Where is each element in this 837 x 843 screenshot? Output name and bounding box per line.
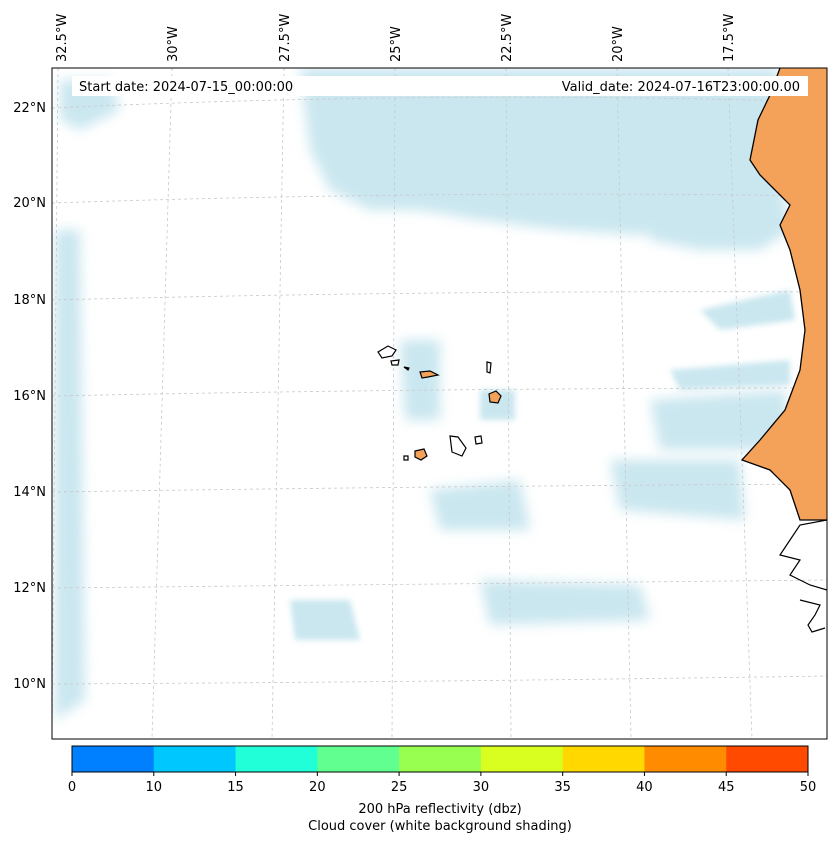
island-sal (486, 361, 492, 374)
longitude-labels: 32.5°W 30°W 27.5°W 25°W 22.5°W 20°W 17.5… (55, 14, 737, 62)
lon-label: 27.5°W (278, 14, 293, 62)
africa-landmass (742, 68, 827, 520)
map-frame (51, 67, 828, 740)
colorbar: 0 10 15 20 25 30 35 40 45 50 200 hPa reflectivity… (68, 745, 816, 834)
colorbar-tick-label: 15 (227, 780, 244, 795)
colorbar-label-line1: 200 hPa reflectivity (dbz) (358, 802, 521, 817)
island-santa-luzia (403, 366, 410, 371)
island-santo-antao (377, 345, 397, 359)
lat-label: 14°N (13, 485, 46, 500)
island-boa-vista (488, 390, 502, 404)
colorbar-segment (480, 746, 564, 772)
senegal-gambia-coast (779, 519, 827, 633)
colorbar-label-line2: Cloud cover (white background shading) (308, 819, 572, 834)
colorbar-tick-label: 30 (473, 780, 490, 795)
colorbar-tick-label: 40 (636, 780, 653, 795)
island-brava (403, 455, 409, 461)
africa-coastline (740, 68, 827, 521)
valid-date-label: Valid_date: 2024-07-16T23:00:00.00 (562, 80, 800, 95)
lon-label: 25°W (389, 26, 404, 62)
start-date-label: Start date: 2024-07-15_00:00:00 (79, 80, 293, 95)
island-maio (474, 435, 483, 445)
lon-label: 22.5°W (500, 14, 515, 62)
colorbar-tick-label: 25 (391, 780, 408, 795)
colorbar-segment (726, 746, 809, 772)
colorbar-segment (317, 746, 400, 772)
lat-label: 22°N (13, 101, 46, 116)
lat-label: 18°N (13, 293, 46, 308)
latitude-labels: 22°N 20°N 18°N 16°N 14°N 12°N 10°N (13, 101, 46, 692)
colorbar-tick-label: 45 (718, 780, 735, 795)
colorbar-tick-label: 50 (800, 780, 817, 795)
island-santiago (449, 435, 467, 457)
lon-label: 32.5°W (55, 14, 70, 62)
lon-label: 20°W (611, 26, 626, 62)
colorbar-segment (235, 746, 318, 772)
island-sao-vicente (390, 359, 400, 366)
colorbar-segment (72, 746, 155, 772)
island-sao-nicolau (419, 370, 440, 379)
lat-label: 20°N (13, 196, 46, 211)
lat-label: 10°N (13, 677, 46, 692)
colorbar-segment (562, 746, 645, 772)
colorbar-segment (399, 746, 482, 772)
lon-label: 30°W (166, 26, 181, 62)
gridlines (52, 68, 827, 739)
colorbar-tick-label: 20 (309, 780, 326, 795)
colorbar-ticks: 0 10 15 20 25 30 35 40 45 50 (68, 772, 816, 795)
cape-verde-islands (377, 345, 502, 461)
cloud-cover-shading (55, 68, 795, 720)
lat-label: 16°N (13, 389, 46, 404)
colorbar-tick-label: 10 (146, 780, 163, 795)
lat-label: 12°N (13, 581, 46, 596)
island-fogo (414, 448, 428, 461)
colorbar-tick-label: 35 (554, 780, 571, 795)
colorbar-segment (644, 746, 727, 772)
colorbar-segments (72, 746, 809, 772)
colorbar-tick-label: 0 (68, 780, 76, 795)
lon-label: 17.5°W (722, 14, 737, 62)
colorbar-frame (71, 745, 809, 773)
date-banner (72, 76, 808, 96)
colorbar-segment (153, 746, 237, 772)
